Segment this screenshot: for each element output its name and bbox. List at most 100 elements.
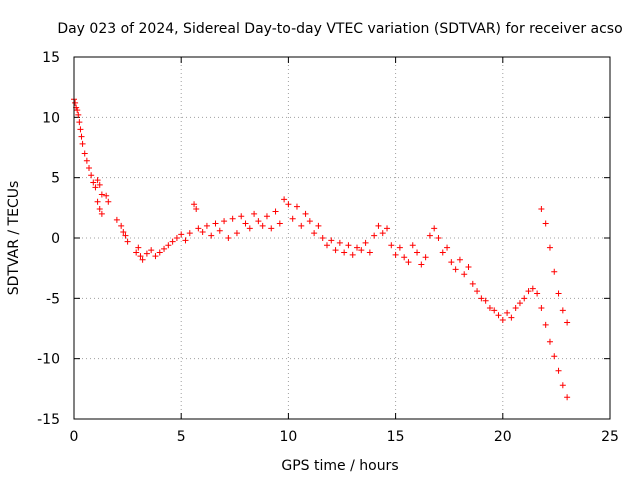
data-point bbox=[396, 244, 403, 251]
data-point bbox=[564, 319, 571, 326]
data-point bbox=[113, 216, 120, 223]
data-point bbox=[229, 215, 236, 222]
data-point bbox=[281, 196, 288, 203]
data-point bbox=[238, 213, 245, 220]
data-point bbox=[559, 307, 566, 314]
data-point bbox=[203, 222, 210, 229]
x-tick-label: 15 bbox=[387, 429, 405, 445]
data-point bbox=[83, 157, 90, 164]
data-point bbox=[486, 304, 493, 311]
y-tick-label: -5 bbox=[46, 291, 60, 307]
data-point bbox=[98, 191, 105, 198]
data-point bbox=[186, 230, 193, 237]
x-tick-labels: 0 5 10 15 20 25 bbox=[70, 429, 619, 445]
data-point bbox=[469, 280, 476, 287]
data-point bbox=[358, 247, 365, 254]
data-point bbox=[199, 228, 206, 235]
data-point bbox=[165, 242, 172, 249]
data-point bbox=[551, 353, 558, 360]
data-point bbox=[426, 232, 433, 239]
plot-frame bbox=[73, 56, 611, 420]
data-point bbox=[379, 230, 386, 237]
data-point bbox=[452, 266, 459, 273]
data-point bbox=[120, 228, 127, 235]
data-point bbox=[298, 222, 305, 229]
data-point bbox=[263, 213, 270, 220]
data-point bbox=[439, 249, 446, 256]
data-point bbox=[409, 242, 416, 249]
data-point bbox=[336, 239, 343, 246]
data-point bbox=[478, 295, 485, 302]
y-tick-label: 0 bbox=[51, 231, 60, 247]
data-point bbox=[173, 235, 180, 241]
data-point bbox=[418, 261, 425, 268]
data-point bbox=[371, 232, 378, 239]
data-point bbox=[103, 192, 110, 199]
data-point bbox=[444, 244, 451, 251]
data-point bbox=[122, 232, 129, 239]
data-point bbox=[259, 222, 266, 229]
data-point bbox=[255, 218, 262, 225]
data-point bbox=[414, 249, 421, 256]
x-tick-label: 10 bbox=[279, 429, 297, 445]
data-point bbox=[546, 338, 553, 345]
data-point bbox=[538, 304, 545, 311]
data-point bbox=[76, 119, 83, 126]
data-point bbox=[216, 227, 223, 234]
y-tick-label: -10 bbox=[37, 352, 60, 368]
data-point bbox=[345, 242, 352, 249]
data-point bbox=[88, 172, 95, 179]
x-tick-label: 0 bbox=[70, 429, 79, 445]
data-point bbox=[534, 290, 541, 297]
data-point bbox=[529, 285, 536, 292]
data-point bbox=[306, 218, 313, 225]
data-point bbox=[465, 263, 472, 270]
data-point bbox=[251, 210, 258, 217]
data-point bbox=[461, 271, 468, 278]
data-point bbox=[401, 254, 408, 261]
data-point bbox=[169, 238, 176, 245]
data-point bbox=[289, 215, 296, 222]
data-point bbox=[208, 232, 215, 239]
data-points bbox=[71, 96, 571, 401]
y-tick-labels: -15 -10 -5 0 5 10 15 bbox=[37, 50, 60, 428]
data-point bbox=[332, 247, 339, 254]
data-point bbox=[75, 111, 82, 118]
data-point bbox=[311, 230, 318, 237]
data-point bbox=[242, 220, 249, 227]
data-point bbox=[77, 126, 84, 133]
data-point bbox=[354, 244, 361, 251]
data-point bbox=[268, 225, 275, 232]
data-point bbox=[384, 225, 391, 232]
data-point bbox=[81, 150, 88, 157]
data-point bbox=[78, 133, 85, 140]
data-point bbox=[525, 288, 532, 295]
data-point bbox=[156, 249, 163, 256]
data-point bbox=[135, 244, 142, 251]
data-point bbox=[212, 220, 219, 227]
y-tick-label: 15 bbox=[42, 50, 60, 66]
x-axis-label: GPS time / hours bbox=[281, 458, 398, 474]
data-point bbox=[225, 235, 232, 241]
data-point bbox=[448, 259, 455, 266]
data-point bbox=[555, 290, 562, 297]
chart-title: Day 023 of 2024, Sidereal Day-to-day VTE… bbox=[57, 21, 622, 37]
data-point bbox=[293, 203, 300, 210]
data-point bbox=[422, 254, 429, 261]
data-point bbox=[133, 249, 140, 256]
data-point bbox=[246, 225, 253, 232]
data-point bbox=[546, 244, 553, 251]
data-point bbox=[435, 235, 442, 241]
x-tick-label: 20 bbox=[494, 429, 512, 445]
data-point bbox=[182, 237, 189, 244]
data-point bbox=[375, 222, 382, 229]
data-point bbox=[98, 210, 105, 217]
data-point bbox=[124, 238, 131, 245]
data-point bbox=[512, 304, 519, 311]
data-point bbox=[221, 218, 228, 225]
data-point bbox=[191, 201, 198, 208]
data-point bbox=[431, 225, 438, 232]
data-point bbox=[482, 297, 489, 304]
data-point bbox=[92, 184, 99, 191]
